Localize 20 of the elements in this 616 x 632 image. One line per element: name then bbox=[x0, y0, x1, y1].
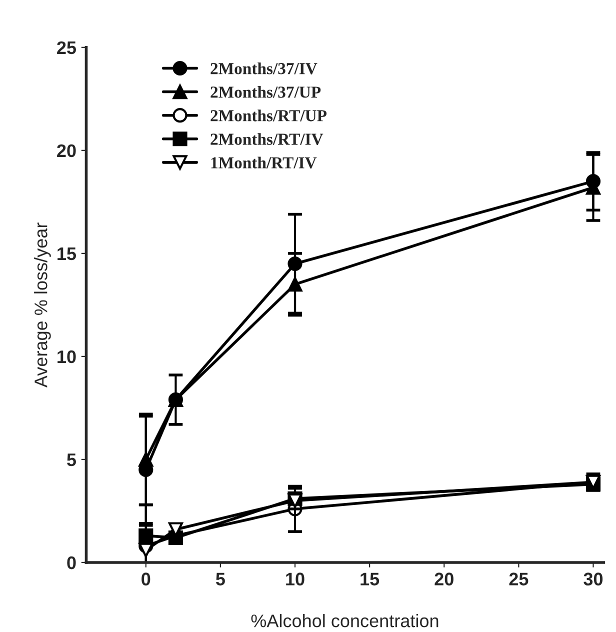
y-tick-label: 20 bbox=[57, 144, 76, 158]
x-tick-label: 25 bbox=[509, 572, 528, 586]
x-axis-title: %Alcohol concentration bbox=[251, 614, 438, 628]
y-tick-label: 15 bbox=[58, 248, 76, 260]
x-tick-label: 30 bbox=[584, 572, 603, 586]
x-tick-label: 15 bbox=[360, 572, 380, 586]
legend-label: 2Months/RT/UP bbox=[210, 110, 327, 122]
legend-label: 2Months/37/IV bbox=[210, 62, 318, 74]
legend-label: 1Month/RT/IV bbox=[211, 156, 317, 169]
legend-label: 2Months/RT/IV bbox=[210, 133, 324, 145]
x-tick-label: 10 bbox=[286, 572, 304, 586]
y-tick-label: 10 bbox=[58, 350, 76, 364]
y-tick-label: 25 bbox=[57, 41, 76, 54]
x-tick-label: 5 bbox=[216, 572, 225, 586]
y-axis-title: Average % loss/year bbox=[34, 222, 51, 388]
y-tick-label: 0 bbox=[67, 556, 76, 570]
x-tick-label: 20 bbox=[434, 572, 454, 586]
x-tick-label: 0 bbox=[142, 572, 150, 586]
y-tick-label: 5 bbox=[67, 454, 76, 466]
legend-label: 2Months/37/UP bbox=[210, 86, 321, 98]
